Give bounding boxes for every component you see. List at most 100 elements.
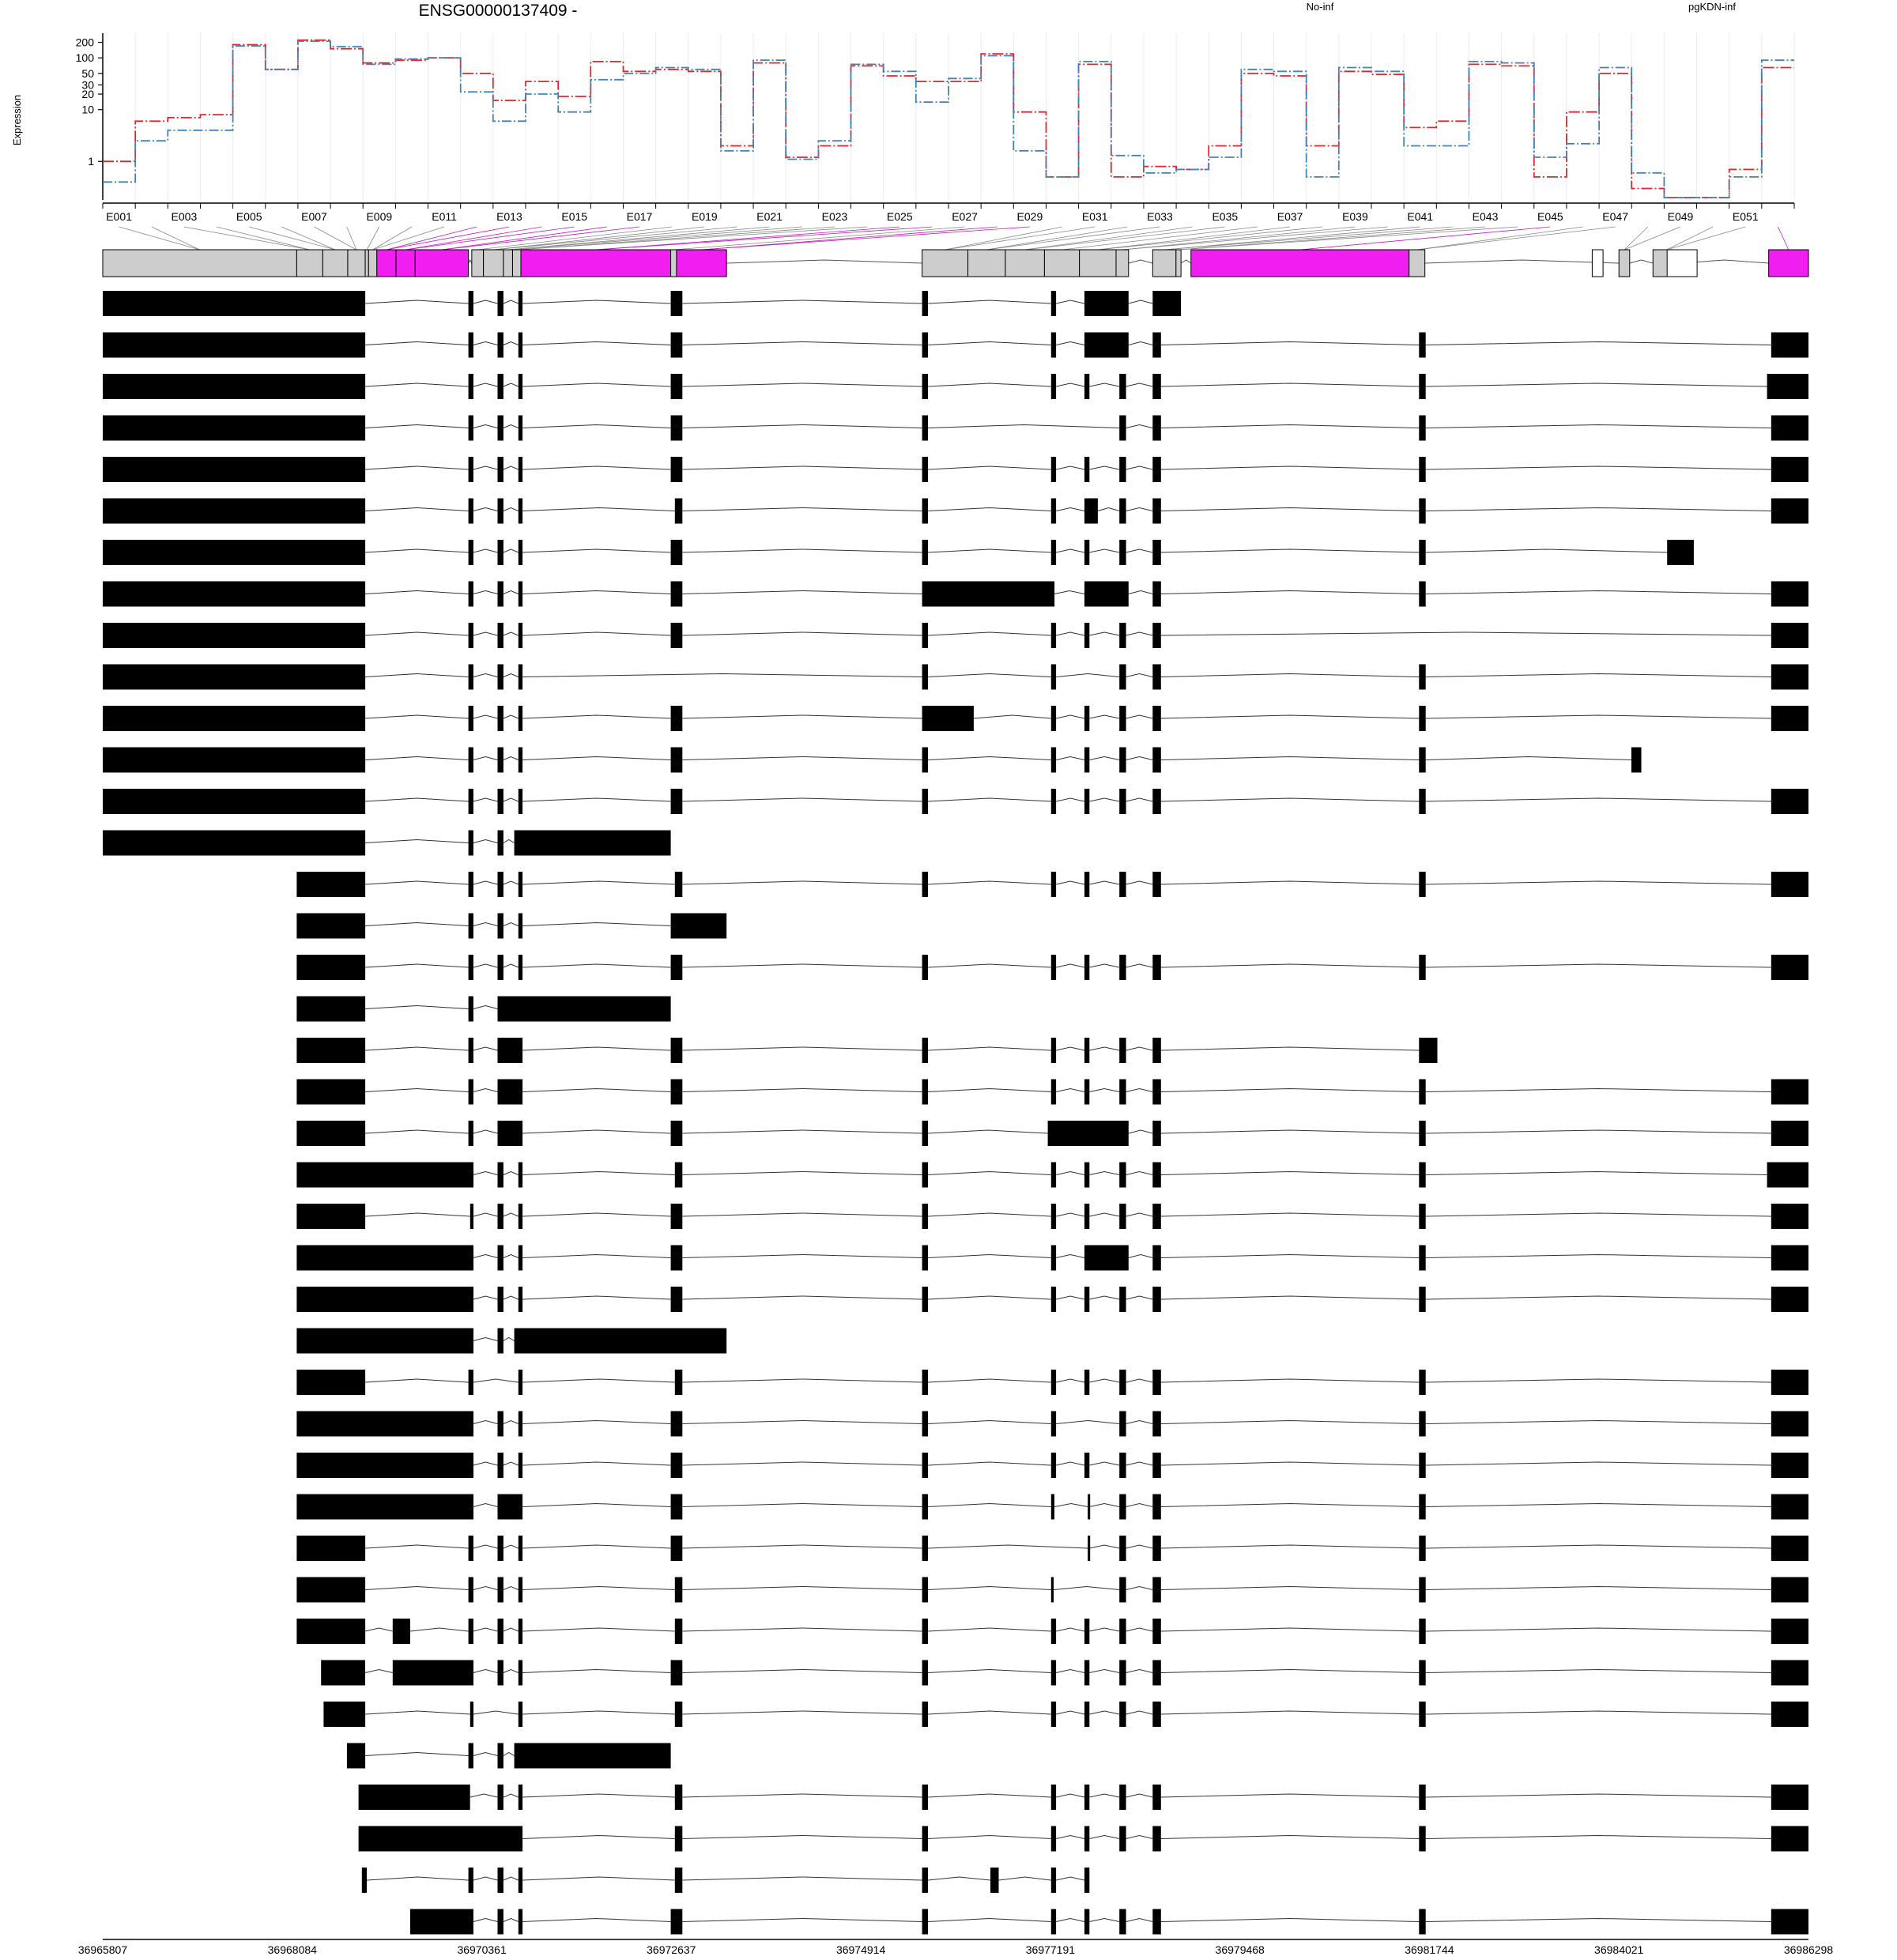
transcript-intron (473, 1087, 498, 1092)
transcript-track (103, 664, 1808, 690)
gene-intron (1629, 259, 1654, 264)
gene-intron (468, 258, 473, 264)
transcript-intron (473, 1253, 498, 1258)
genomic-tick-label: 36977191 (1026, 1943, 1076, 1956)
transcript-intron (682, 1295, 922, 1300)
transcript-exon (296, 996, 366, 1022)
transcript-intron (365, 880, 469, 885)
transcript-track (296, 1494, 1808, 1520)
transcript-tracks (103, 291, 1808, 1935)
transcript-intron (365, 548, 469, 553)
transcript-intron (1128, 1129, 1153, 1134)
transcript-intron (409, 1627, 469, 1632)
transcript-exon (670, 540, 683, 565)
transcript-exon (1152, 1162, 1161, 1188)
bin-connector (1178, 226, 1518, 251)
transcript-exon (497, 1121, 523, 1146)
transcript-exon (922, 1079, 928, 1105)
transcript-intron (927, 1087, 1051, 1092)
transcript-intron (473, 1046, 498, 1051)
bin-label: E001 (106, 210, 132, 223)
transcript-intron (1425, 1834, 1771, 1839)
gene-intron (726, 259, 922, 264)
bin-connector (1097, 226, 1323, 251)
transcript-exon (497, 1453, 503, 1478)
transcript-track (296, 1328, 727, 1354)
transcript-exon (922, 291, 928, 316)
transcript-track (103, 830, 671, 856)
transcript-exon (670, 1204, 683, 1229)
transcript-exon (1050, 1577, 1054, 1603)
bin-connector (1624, 226, 1681, 251)
transcript-intron (365, 673, 469, 677)
transcript-exon (922, 1121, 928, 1146)
transcript-exon (922, 415, 928, 441)
transcript-intron (1126, 797, 1153, 802)
transcript-exon (670, 955, 683, 980)
gene-exon-bin (347, 249, 366, 277)
transcript-intron (1425, 797, 1771, 802)
transcript-intron (1126, 1627, 1153, 1632)
transcript-exon (674, 872, 683, 897)
transcript-exon (1050, 1162, 1057, 1188)
transcript-exon (1119, 1909, 1126, 1935)
transcript-intron (1056, 383, 1085, 387)
transcript-exon (1084, 457, 1090, 482)
transcript-intron (1160, 880, 1420, 885)
transcript-exon (670, 789, 683, 814)
transcript-exon (922, 457, 928, 482)
transcript-exon (1119, 1536, 1126, 1561)
transcript-intron (682, 1876, 922, 1881)
transcript-exon (922, 540, 928, 565)
bin-connector (386, 226, 510, 251)
transcript-exon (1771, 457, 1808, 482)
transcript-exon (392, 1660, 473, 1686)
transcript-exon (296, 1536, 366, 1561)
transcript-exon (1771, 664, 1808, 690)
gene-exon-bin (364, 249, 369, 277)
transcript-intron (503, 590, 519, 594)
transcript-exon (296, 955, 366, 980)
transcript-intron (522, 1710, 675, 1715)
transcript-exon (1419, 581, 1426, 607)
transcript-intron (1089, 1087, 1120, 1092)
transcript-intron (503, 1212, 519, 1217)
transcript-exon (1152, 1785, 1161, 1810)
transcript-exon (1771, 955, 1808, 980)
transcript-intron (682, 300, 922, 304)
transcript-exon (103, 415, 366, 441)
transcript-exon (497, 706, 503, 731)
transcript-exon (518, 1536, 523, 1561)
transcript-intron (1425, 1917, 1771, 1922)
transcript-intron (503, 1295, 519, 1300)
gene-exon-bin (414, 249, 470, 277)
bin-connectors (119, 226, 1790, 251)
transcript-intron (927, 1295, 1051, 1300)
transcript-intron (522, 714, 671, 719)
transcript-intron (927, 1544, 1088, 1549)
transcript-exon (922, 1370, 928, 1395)
transcript-exon (670, 1536, 683, 1561)
transcript-intron (503, 1419, 519, 1424)
transcript-intron (1126, 714, 1153, 719)
transcript-intron (473, 631, 498, 636)
transcript-exon (922, 1702, 928, 1727)
transcript-intron (503, 1585, 519, 1590)
transcript-exon (1152, 1079, 1161, 1105)
transcript-intron (1056, 714, 1085, 719)
transcript-intron (682, 1212, 922, 1217)
transcript-exon (1084, 1245, 1129, 1271)
bin-connector (673, 226, 965, 251)
transcript-intron (522, 548, 671, 553)
transcript-intron (503, 1253, 519, 1258)
gene-exon-bin (922, 249, 969, 277)
bin-connector (281, 226, 336, 251)
transcript-intron (1425, 673, 1771, 677)
transcript-intron (1425, 1627, 1771, 1632)
bin-connector (507, 226, 802, 251)
transcript-intron (1053, 1585, 1120, 1590)
transcript-exon (497, 1328, 503, 1354)
transcript-exon (1119, 540, 1126, 565)
transcript-intron (503, 714, 519, 719)
